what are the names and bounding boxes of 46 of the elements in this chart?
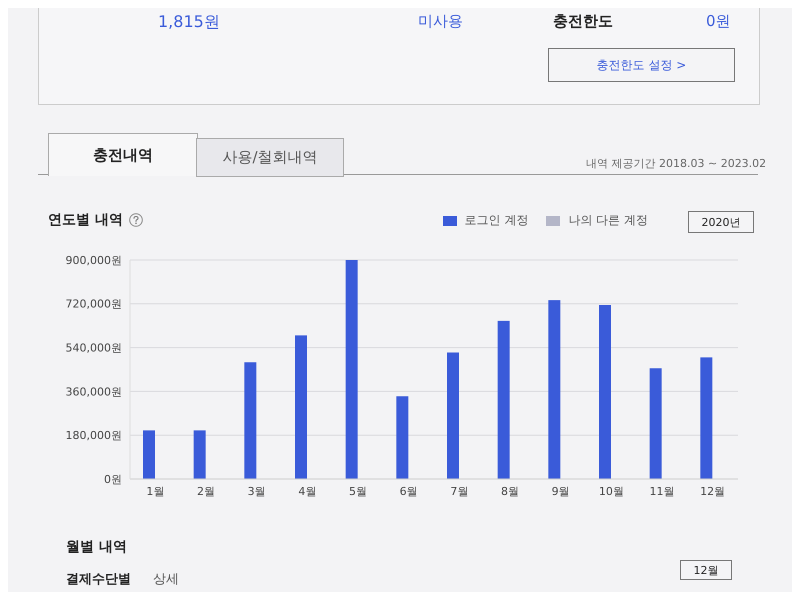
bar — [700, 357, 712, 479]
y-tick-label: 0원 — [104, 472, 122, 486]
text: 12월 — [680, 560, 732, 580]
text: 1,815원 — [158, 12, 220, 33]
y-tick-label: 540,000원 — [66, 342, 122, 355]
text: 0원 — [706, 12, 731, 31]
chart-title: 연도별 내역 — [48, 211, 123, 229]
text: 2020년 — [688, 211, 754, 233]
bar — [447, 352, 459, 479]
text: 결제수단별 — [66, 571, 131, 588]
x-tick-label: 5월 — [349, 484, 367, 498]
legend-label: 나의 다른 계정 — [568, 212, 648, 229]
text: 충전한도 — [553, 12, 613, 31]
text: 미사용 — [418, 12, 463, 31]
x-tick-label: 7월 — [450, 484, 468, 498]
y-tick-label: 360,000원 — [66, 385, 122, 398]
text: 충전내역 — [48, 133, 198, 176]
bar — [244, 362, 256, 479]
x-tick-label: 10월 — [598, 484, 624, 498]
bar — [396, 396, 408, 479]
x-tick-label: 2월 — [197, 484, 215, 498]
x-tick-label: 4월 — [298, 484, 316, 498]
y-tick-label: 900,000원 — [66, 254, 122, 267]
x-tick-label: 6월 — [400, 484, 418, 498]
bar — [599, 305, 611, 479]
bar — [346, 260, 358, 479]
x-tick-label: 12월 — [700, 484, 726, 498]
x-tick-label: 1월 — [146, 484, 164, 498]
bar — [650, 368, 662, 479]
x-tick-label: 9월 — [552, 484, 570, 498]
legend-label: 로그인 계정 — [464, 212, 528, 229]
bar — [143, 430, 155, 479]
bar — [194, 430, 206, 479]
text: 충전한도 설정 > — [548, 48, 735, 82]
bar — [295, 335, 307, 479]
y-tick-label: 720,000원 — [66, 298, 122, 311]
bar — [498, 320, 510, 479]
y-tick-label: 180,000원 — [66, 429, 122, 442]
text: 내역 제공기간 2018.03 ~ 2023.02 — [586, 156, 766, 171]
x-tick-label: 8월 — [501, 484, 519, 498]
x-tick-label: 11월 — [650, 484, 674, 498]
bar — [548, 300, 560, 479]
text: 상세 — [153, 571, 179, 588]
text: 월별 내역 — [66, 538, 127, 556]
text: 사용/철회내역 — [196, 138, 344, 177]
x-tick-label: 3월 — [248, 484, 266, 498]
